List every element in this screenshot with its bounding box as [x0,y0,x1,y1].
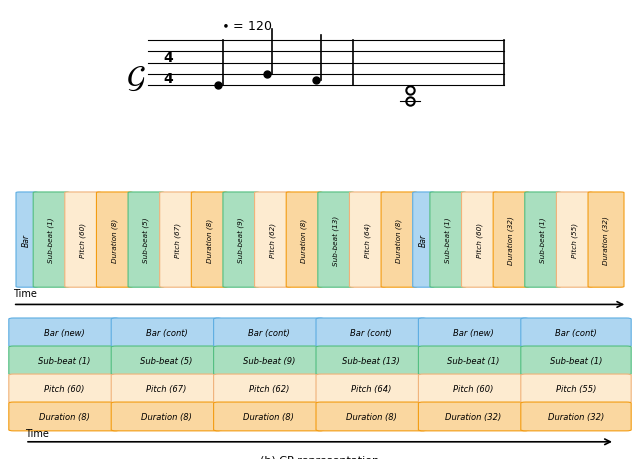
Text: Duration (8): Duration (8) [346,412,397,421]
FancyBboxPatch shape [316,374,426,403]
FancyBboxPatch shape [214,346,324,375]
FancyBboxPatch shape [111,346,221,375]
FancyBboxPatch shape [214,402,324,431]
Text: Bar (cont): Bar (cont) [248,328,290,337]
FancyBboxPatch shape [9,374,119,403]
FancyBboxPatch shape [111,318,221,347]
FancyBboxPatch shape [223,193,259,287]
FancyBboxPatch shape [111,402,221,431]
Text: $\mathcal{G}$: $\mathcal{G}$ [126,63,145,93]
FancyBboxPatch shape [419,402,529,431]
Text: Pitch (64): Pitch (64) [364,223,371,257]
FancyBboxPatch shape [9,402,119,431]
Text: Pitch (62): Pitch (62) [269,223,276,257]
FancyBboxPatch shape [9,346,119,375]
FancyBboxPatch shape [413,193,434,287]
Text: Sub-beat (1): Sub-beat (1) [550,356,602,365]
FancyBboxPatch shape [521,346,631,375]
Text: 4: 4 [164,72,173,86]
FancyBboxPatch shape [521,374,631,403]
Text: Bar (new): Bar (new) [453,328,494,337]
Text: Sub-beat (1): Sub-beat (1) [540,217,546,263]
FancyBboxPatch shape [588,193,624,287]
Text: Bar (cont): Bar (cont) [145,328,188,337]
FancyBboxPatch shape [286,193,322,287]
Text: 4: 4 [164,51,173,65]
Text: Bar (new): Bar (new) [44,328,84,337]
Text: Sub-beat (1): Sub-beat (1) [445,217,451,263]
Text: Sub-beat (5): Sub-beat (5) [140,356,193,365]
Text: Duration (32): Duration (32) [445,412,502,421]
Text: Duration (32): Duration (32) [508,216,515,264]
Text: Pitch (60): Pitch (60) [79,223,86,257]
FancyBboxPatch shape [316,402,426,431]
Text: Pitch (60): Pitch (60) [44,384,84,393]
Text: Duration (8): Duration (8) [38,412,90,421]
Text: Pitch (67): Pitch (67) [174,223,181,257]
Text: Sub-beat (1): Sub-beat (1) [38,356,90,365]
Text: Pitch (60): Pitch (60) [453,384,494,393]
Text: Time: Time [25,428,49,438]
FancyBboxPatch shape [381,193,417,287]
FancyBboxPatch shape [16,193,38,287]
Text: Duration (8): Duration (8) [111,218,118,262]
Text: Duration (8): Duration (8) [396,218,403,262]
FancyBboxPatch shape [191,193,227,287]
FancyBboxPatch shape [128,193,164,287]
FancyBboxPatch shape [255,193,291,287]
Text: Pitch (62): Pitch (62) [248,384,289,393]
Text: Duration (8): Duration (8) [243,412,294,421]
FancyBboxPatch shape [65,193,100,287]
Text: Duration (32): Duration (32) [548,412,604,421]
FancyBboxPatch shape [521,402,631,431]
Text: Sub-beat (1): Sub-beat (1) [48,217,54,263]
FancyBboxPatch shape [214,318,324,347]
Text: Duration (8): Duration (8) [206,218,212,262]
Text: Bar (cont): Bar (cont) [555,328,597,337]
FancyBboxPatch shape [97,193,132,287]
Text: Sub-beat (9): Sub-beat (9) [237,217,244,263]
FancyBboxPatch shape [318,193,354,287]
FancyBboxPatch shape [556,193,593,287]
Text: (b) CP representation: (b) CP representation [260,455,380,459]
Text: Sub-beat (1): Sub-beat (1) [447,356,500,365]
Text: Pitch (64): Pitch (64) [351,384,392,393]
Text: $\bullet$ = 120: $\bullet$ = 120 [221,20,272,33]
FancyBboxPatch shape [214,374,324,403]
Text: Sub-beat (13): Sub-beat (13) [342,356,400,365]
FancyBboxPatch shape [419,318,529,347]
FancyBboxPatch shape [493,193,529,287]
FancyBboxPatch shape [316,346,426,375]
Text: Time: Time [13,288,36,298]
FancyBboxPatch shape [461,193,497,287]
Text: Bar (cont): Bar (cont) [350,328,392,337]
Text: Pitch (55): Pitch (55) [571,223,578,257]
FancyBboxPatch shape [9,318,119,347]
FancyBboxPatch shape [419,346,529,375]
Text: (a) REMI representation: (a) REMI representation [254,319,386,329]
Text: Bar: Bar [419,234,428,246]
FancyBboxPatch shape [111,374,221,403]
FancyBboxPatch shape [525,193,561,287]
FancyBboxPatch shape [316,318,426,347]
FancyBboxPatch shape [33,193,69,287]
Text: Pitch (60): Pitch (60) [476,223,483,257]
FancyBboxPatch shape [160,193,196,287]
Text: Duration (32): Duration (32) [603,216,609,264]
Text: Pitch (55): Pitch (55) [556,384,596,393]
FancyBboxPatch shape [521,318,631,347]
Text: Pitch (67): Pitch (67) [146,384,187,393]
Text: Duration (8): Duration (8) [141,412,192,421]
FancyBboxPatch shape [349,193,385,287]
Text: Sub-beat (9): Sub-beat (9) [243,356,295,365]
FancyBboxPatch shape [430,193,466,287]
Text: Bar: Bar [22,234,31,246]
Text: Sub-beat (13): Sub-beat (13) [333,215,339,265]
FancyBboxPatch shape [419,374,529,403]
Text: Duration (8): Duration (8) [301,218,307,262]
Text: Sub-beat (5): Sub-beat (5) [143,217,149,263]
